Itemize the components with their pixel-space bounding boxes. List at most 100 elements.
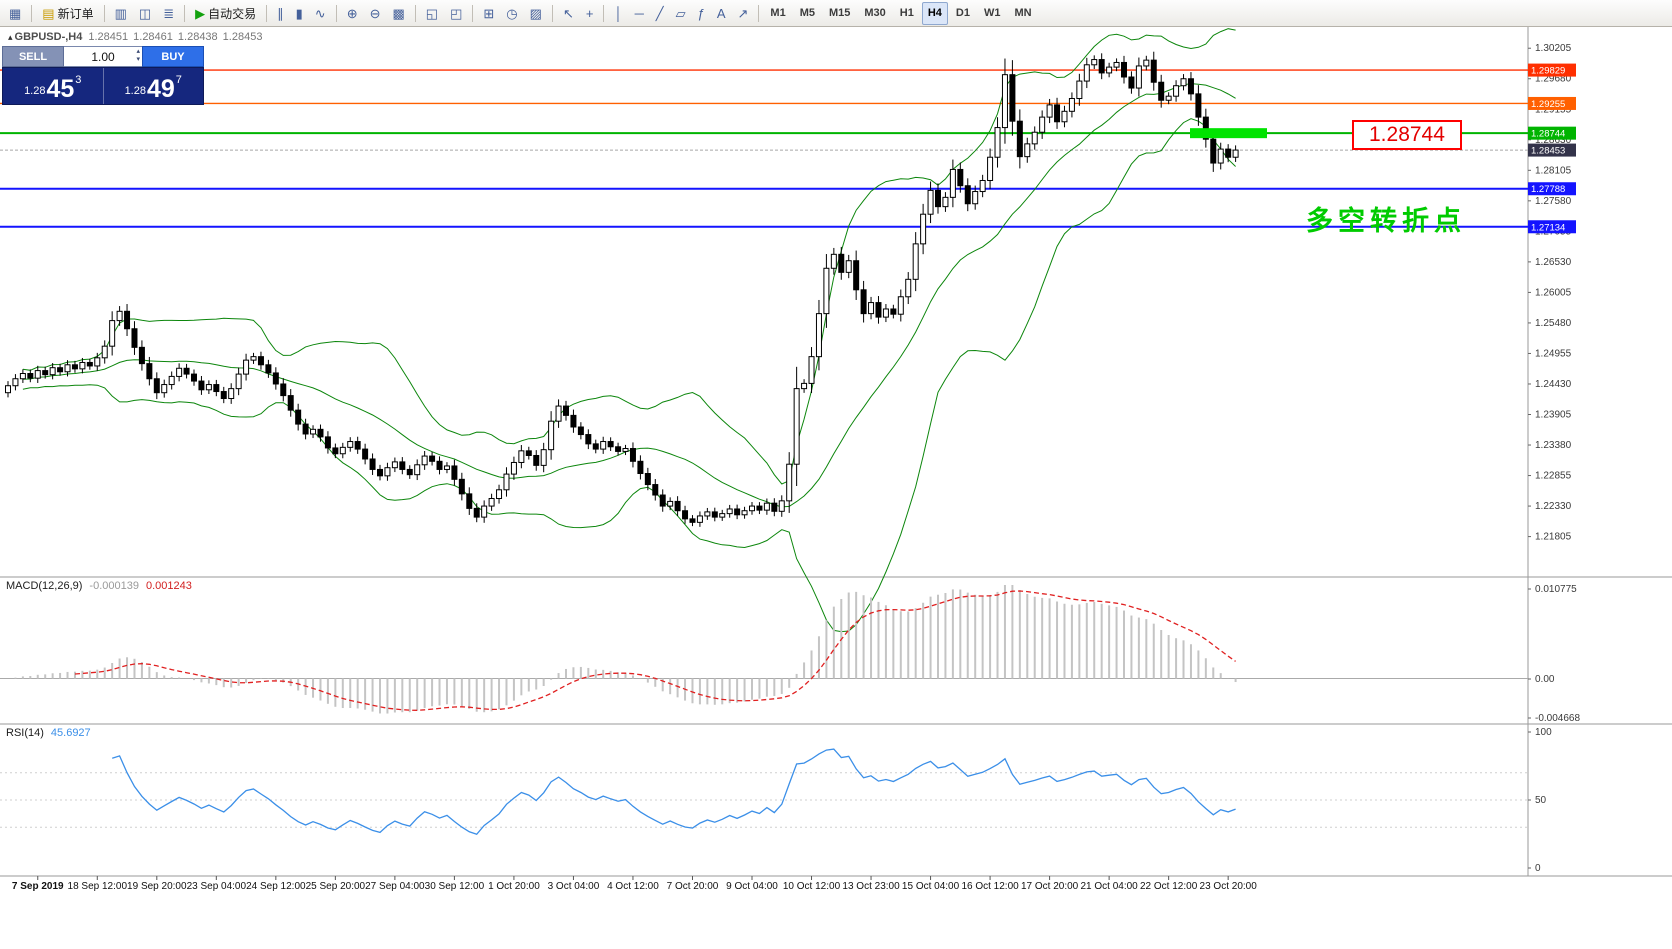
svg-text:1.24430: 1.24430 (1535, 379, 1572, 390)
line-chart-icon: ∿ (314, 5, 326, 21)
svg-text:18 Sep 12:00: 18 Sep 12:00 (68, 881, 128, 892)
auto-trading-button[interactable]: ▶ 自动交易 (190, 2, 261, 25)
grid-icon: ▩ (392, 5, 405, 21)
vertical-line-icon: │ (614, 5, 623, 21)
timeframe-h4[interactable]: H4 (921, 1, 948, 25)
text-label-button[interactable]: A (712, 2, 731, 25)
svg-text:9 Oct 04:00: 9 Oct 04:00 (726, 881, 778, 892)
fibonacci-icon: ƒ (697, 5, 705, 21)
timeframe-mn[interactable]: MN (1014, 7, 1032, 19)
svg-text:1.28744: 1.28744 (1531, 129, 1565, 140)
toolbar-separator (472, 4, 474, 22)
rsi-name: RSI(14) (6, 727, 44, 739)
zoom-in-icon: ⊕ (346, 5, 358, 21)
chart-canvas[interactable]: 1.302051.296801.291551.286301.281051.275… (0, 27, 1672, 895)
zoom-out-button[interactable]: ⊖ (365, 2, 386, 25)
svg-text:1.29255: 1.29255 (1531, 99, 1565, 110)
svg-text:21 Oct 04:00: 21 Oct 04:00 (1080, 881, 1138, 892)
close-value: 1.28453 (222, 31, 263, 43)
text-label-icon: A (716, 5, 726, 21)
volume-spinner[interactable]: ▴ ▾ (136, 48, 140, 64)
svg-text:50: 50 (1535, 795, 1547, 806)
timeframe-m15[interactable]: M15 (828, 7, 851, 19)
svg-text:1.26005: 1.26005 (1535, 287, 1572, 298)
crosshair-button[interactable]: + (581, 2, 599, 25)
timeframe-d1[interactable]: D1 (955, 7, 970, 19)
toolbar-separator (266, 4, 268, 22)
cascade-windows-button[interactable]: ◰ (445, 2, 467, 25)
timeframe-m1[interactable]: M1 (770, 7, 786, 19)
templates-button[interactable]: ▨ (525, 2, 547, 25)
market-watch-button[interactable]: ▥ (110, 2, 132, 25)
price-alert-label[interactable]: 1.28744 (1352, 120, 1462, 150)
svg-text:1.28630: 1.28630 (1535, 135, 1572, 146)
macd-value: -0.000139 (89, 580, 139, 592)
buy-price[interactable]: 1.28 49 7 (104, 68, 204, 104)
svg-text:0: 0 (1535, 863, 1541, 874)
cursor-button[interactable]: ↖ (558, 2, 579, 25)
zoom-in-button[interactable]: ⊕ (342, 2, 363, 25)
buy-price-big: 49 (146, 74, 175, 103)
svg-text:27 Sep 04:00: 27 Sep 04:00 (365, 881, 425, 892)
svg-text:1.27134: 1.27134 (1531, 222, 1565, 233)
macd-indicator-label: MACD(12,26,9) -0.000139 0.001243 (6, 580, 192, 592)
cursor-icon: ↖ (562, 5, 574, 21)
svg-text:1.23380: 1.23380 (1535, 440, 1572, 451)
trendline-button[interactable]: ╱ (651, 2, 669, 25)
svg-text:10 Oct 12:00: 10 Oct 12:00 (783, 881, 841, 892)
sell-price[interactable]: 1.28 45 3 (3, 68, 104, 104)
chart-ohlc-header: ▴ GBPUSD-,H4 1.28451 1.28461 1.28438 1.28453 (8, 31, 267, 43)
svg-text:25 Sep 20:00: 25 Sep 20:00 (306, 881, 366, 892)
new-chart-button[interactable]: ▦ (4, 2, 26, 25)
data-window-icon: ◫ (138, 5, 152, 21)
sell-price-pip: 3 (75, 74, 82, 86)
templates-icon: ▨ (529, 5, 542, 21)
rsi-indicator-label: RSI(14) 45.6927 (6, 727, 91, 739)
svg-text:1 Oct 20:00: 1 Oct 20:00 (488, 881, 540, 892)
sell-price-base: 1.28 (24, 85, 46, 97)
svg-text:3 Oct 04:00: 3 Oct 04:00 (548, 881, 600, 892)
sell-price-big: 45 (46, 74, 75, 103)
spinner-down-icon[interactable]: ▾ (136, 56, 140, 63)
low-value: 1.28438 (177, 31, 218, 43)
svg-text:1.27788: 1.27788 (1531, 184, 1565, 195)
equidistant-channel-button[interactable]: ▱ (671, 2, 691, 25)
volume-value: 1.00 (91, 49, 115, 64)
zoom-out-icon: ⊖ (369, 5, 381, 21)
candlestick-chart-button[interactable]: ▮ (291, 2, 308, 25)
line-chart-button[interactable]: ∿ (310, 2, 331, 25)
timeframe-h1[interactable]: H1 (899, 7, 914, 19)
svg-text:1.23905: 1.23905 (1535, 410, 1572, 421)
toolbar-separator (603, 4, 605, 22)
tile-windows-button[interactable]: ◱ (421, 2, 443, 25)
candlestick-chart-icon: ▮ (295, 5, 303, 21)
vertical-line-button[interactable]: │ (609, 2, 627, 25)
bar-chart-button[interactable]: ∥ (272, 2, 289, 25)
indicators-button[interactable]: ⊞ (478, 2, 499, 25)
symbol-marker-icon: ▴ (8, 32, 13, 42)
arrow-tools-button[interactable]: ↗ (733, 2, 754, 25)
buy-button[interactable]: BUY (142, 46, 204, 67)
high-value: 1.28461 (133, 31, 173, 43)
svg-text:1.21805: 1.21805 (1535, 532, 1572, 543)
macd-signal-value: 0.001243 (145, 580, 192, 592)
volume-input[interactable]: 1.00 ▴ ▾ (64, 46, 142, 67)
timeframe-m5[interactable]: M5 (799, 7, 815, 19)
sell-button[interactable]: SELL (2, 46, 64, 67)
spinner-up-icon[interactable]: ▴ (136, 48, 140, 55)
fibonacci-button[interactable]: ƒ (693, 2, 710, 25)
horizontal-line-button[interactable]: ─ (630, 2, 649, 25)
symbol-title: GBPUSD-,H4 (14, 31, 83, 43)
data-window-button[interactable]: ◫ (134, 2, 156, 25)
svg-text:7 Sep 2019: 7 Sep 2019 (12, 881, 64, 892)
main-toolbar: ▦ ▤ 新订单 ▥ ◫ ≣ ▶ 自动交易 ∥ ▮ ∿ ⊕ ⊖ ▩ ◱ ◰ ⊞ ◷ ▨ ↖ + │ ─ ╱ ▱ ƒ A ↗ M1 M5 M15… (0, 0, 1672, 27)
horizontal-line-icon: ─ (634, 5, 644, 21)
periods-button[interactable]: ◷ (501, 2, 522, 25)
svg-text:-0.004668: -0.004668 (1535, 713, 1580, 724)
terminal-button[interactable]: ≣ (158, 2, 179, 25)
timeframe-m30[interactable]: M30 (864, 7, 886, 19)
grid-button[interactable]: ▩ (388, 2, 410, 25)
new-order-button[interactable]: ▤ 新订单 (37, 2, 98, 25)
timeframe-w1[interactable]: W1 (983, 7, 1001, 19)
svg-text:1.22855: 1.22855 (1535, 471, 1572, 482)
